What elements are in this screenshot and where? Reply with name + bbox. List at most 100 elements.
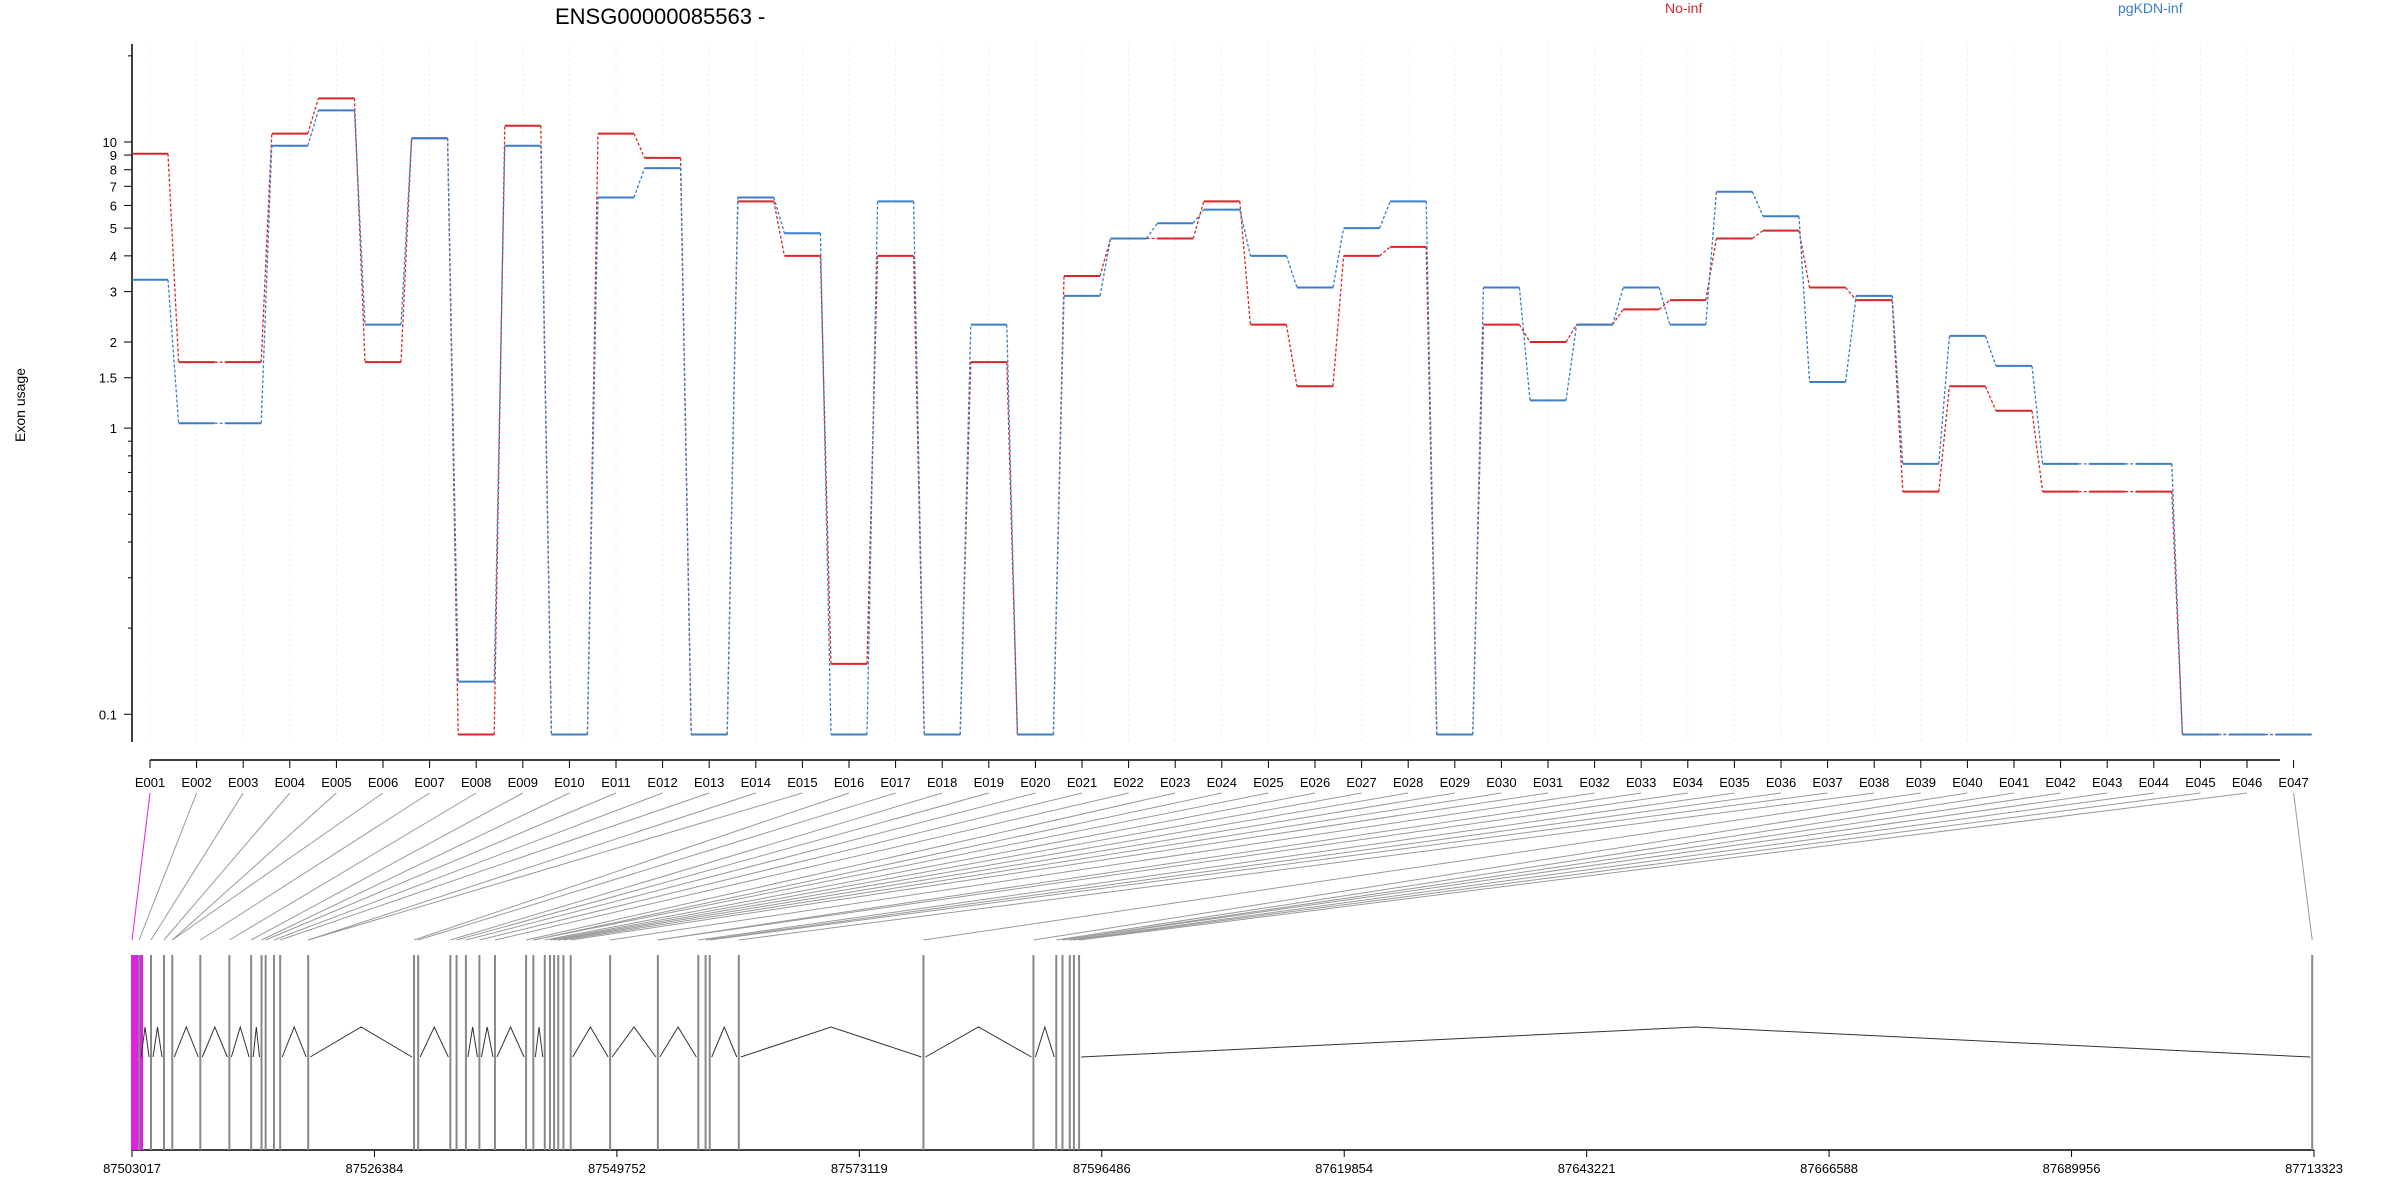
plot-series: [132, 97, 2312, 736]
x-tick-label: E026: [1300, 775, 1330, 790]
exon-connector: [698, 792, 1735, 941]
x-tick-label: E036: [1766, 775, 1796, 790]
exon-connector: [563, 792, 1502, 941]
exon-connector: [533, 792, 1222, 941]
exon-connector: [570, 792, 1549, 941]
y-tick-label: 5: [110, 221, 117, 236]
gene-axis-tick-label: 87689956: [2043, 1161, 2101, 1176]
x-tick-label: E006: [368, 775, 398, 790]
x-tick-label: E043: [2092, 775, 2122, 790]
gene-axis-tick-label: 87526384: [346, 1161, 404, 1176]
x-tick-label: E034: [1673, 775, 1703, 790]
gene-axis-tick-label: 87573119: [831, 1161, 888, 1176]
x-tick-label: E044: [2139, 775, 2169, 790]
y-tick-label: 7: [110, 179, 117, 194]
x-tick-label: E027: [1346, 775, 1376, 790]
x-tick-label: E001: [135, 775, 165, 790]
exon-connector: [200, 792, 430, 941]
y-tick-label: 6: [110, 198, 117, 213]
y-tick-label: 8: [110, 163, 117, 178]
exon-connector: [1062, 792, 2108, 941]
x-tick-label: E028: [1393, 775, 1423, 790]
exon-connector: [1069, 792, 2154, 941]
exon-connector: [273, 792, 663, 941]
exon-connector: [418, 792, 896, 941]
exon-connector: [450, 792, 943, 941]
exon-connector: [558, 792, 1455, 941]
exon-connector: [150, 792, 244, 941]
y-tick-label: 9: [110, 148, 117, 163]
exon-x-axis: E001 E002 E003 E004 E005 E006 E007 E008 E009 E010…: [135, 759, 2309, 790]
x-tick-label: E013: [694, 775, 724, 790]
x-tick-label: E011: [601, 775, 630, 790]
exon-connector: [1073, 792, 2201, 941]
x-tick-label: E016: [834, 775, 864, 790]
x-tick-label: E041: [1999, 775, 2029, 790]
exon-connector: [525, 792, 1176, 941]
exon-connector: [280, 792, 710, 941]
exon-connector: [413, 792, 850, 941]
exon-connector: [657, 792, 1642, 941]
y-tick-label: 2: [110, 335, 117, 350]
highlighted-exon: [133, 955, 143, 1150]
gene-axis-tick-label: 87619854: [1315, 1161, 1373, 1176]
x-tick-label: E008: [461, 775, 491, 790]
chart-title: ENSG00000085563 -: [555, 4, 765, 29]
gene-axis-tick-label: 87549752: [588, 1161, 646, 1176]
x-tick-label: E003: [228, 775, 258, 790]
series-line: [167, 98, 2276, 736]
exon-connector: [923, 792, 1921, 941]
x-tick-label: E009: [508, 775, 538, 790]
gene-axis-tick-label: 87503017: [103, 1161, 161, 1176]
legend-pgkdn-inf: pgKDN-inf: [2118, 0, 2183, 16]
exon-connector: [229, 792, 477, 941]
x-tick-label: E031: [1533, 775, 1563, 790]
y-tick-label: 4: [110, 249, 117, 264]
y-tick-label: 0.1: [99, 707, 117, 722]
x-tick-label: E038: [1859, 775, 1889, 790]
x-tick-label: E035: [1719, 775, 1749, 790]
exon-connector: [465, 792, 1036, 941]
exon-connector: [1062, 792, 2061, 941]
exon-connector: [479, 792, 1083, 941]
exon-connector: [610, 792, 1595, 941]
grid-lines: [149, 44, 2295, 742]
exon-connector: [705, 792, 1782, 941]
x-tick-label: E015: [787, 775, 817, 790]
x-tick-label: E030: [1486, 775, 1516, 790]
exon-connector: [533, 792, 1269, 941]
x-tick-label: E024: [1207, 775, 1237, 790]
x-tick-label: E037: [1812, 775, 1842, 790]
y-tick-label: 10: [103, 135, 117, 150]
gene-model: 87503017 87526384 87549752 87573119 87596486…: [103, 955, 2343, 1176]
exon-connector: [308, 792, 756, 941]
x-tick-label: E045: [2185, 775, 2215, 790]
exon-connector-lines: [131, 792, 2313, 941]
x-tick-label: E022: [1113, 775, 1143, 790]
exon-connector: [738, 792, 1875, 941]
x-tick-label: E005: [321, 775, 351, 790]
gene-axis-tick-label: 87666588: [1800, 1161, 1858, 1176]
x-tick-label: E007: [414, 775, 444, 790]
exon-connector: [171, 792, 337, 941]
exon-connector: [1056, 792, 2015, 941]
intron-junctions: [140, 1025, 2311, 1058]
exon-connector: [554, 792, 1409, 941]
gene-axis-tick-label: 87596486: [1073, 1161, 1131, 1176]
exon-connector: [2293, 792, 2313, 941]
exon-connector: [1033, 792, 1968, 941]
exon-connector: [138, 792, 198, 941]
x-tick-label: E012: [647, 775, 677, 790]
exon-connector: [131, 792, 151, 941]
exon-connector: [265, 792, 617, 941]
x-tick-label: E018: [927, 775, 957, 790]
x-tick-label: E017: [880, 775, 910, 790]
x-tick-label: E025: [1253, 775, 1283, 790]
exon-connector: [709, 792, 1828, 941]
legend-no-inf: No-inf: [1665, 0, 1702, 16]
exon-connector: [250, 792, 524, 941]
exon-connector: [544, 792, 1316, 941]
exon-connector: [261, 792, 570, 941]
